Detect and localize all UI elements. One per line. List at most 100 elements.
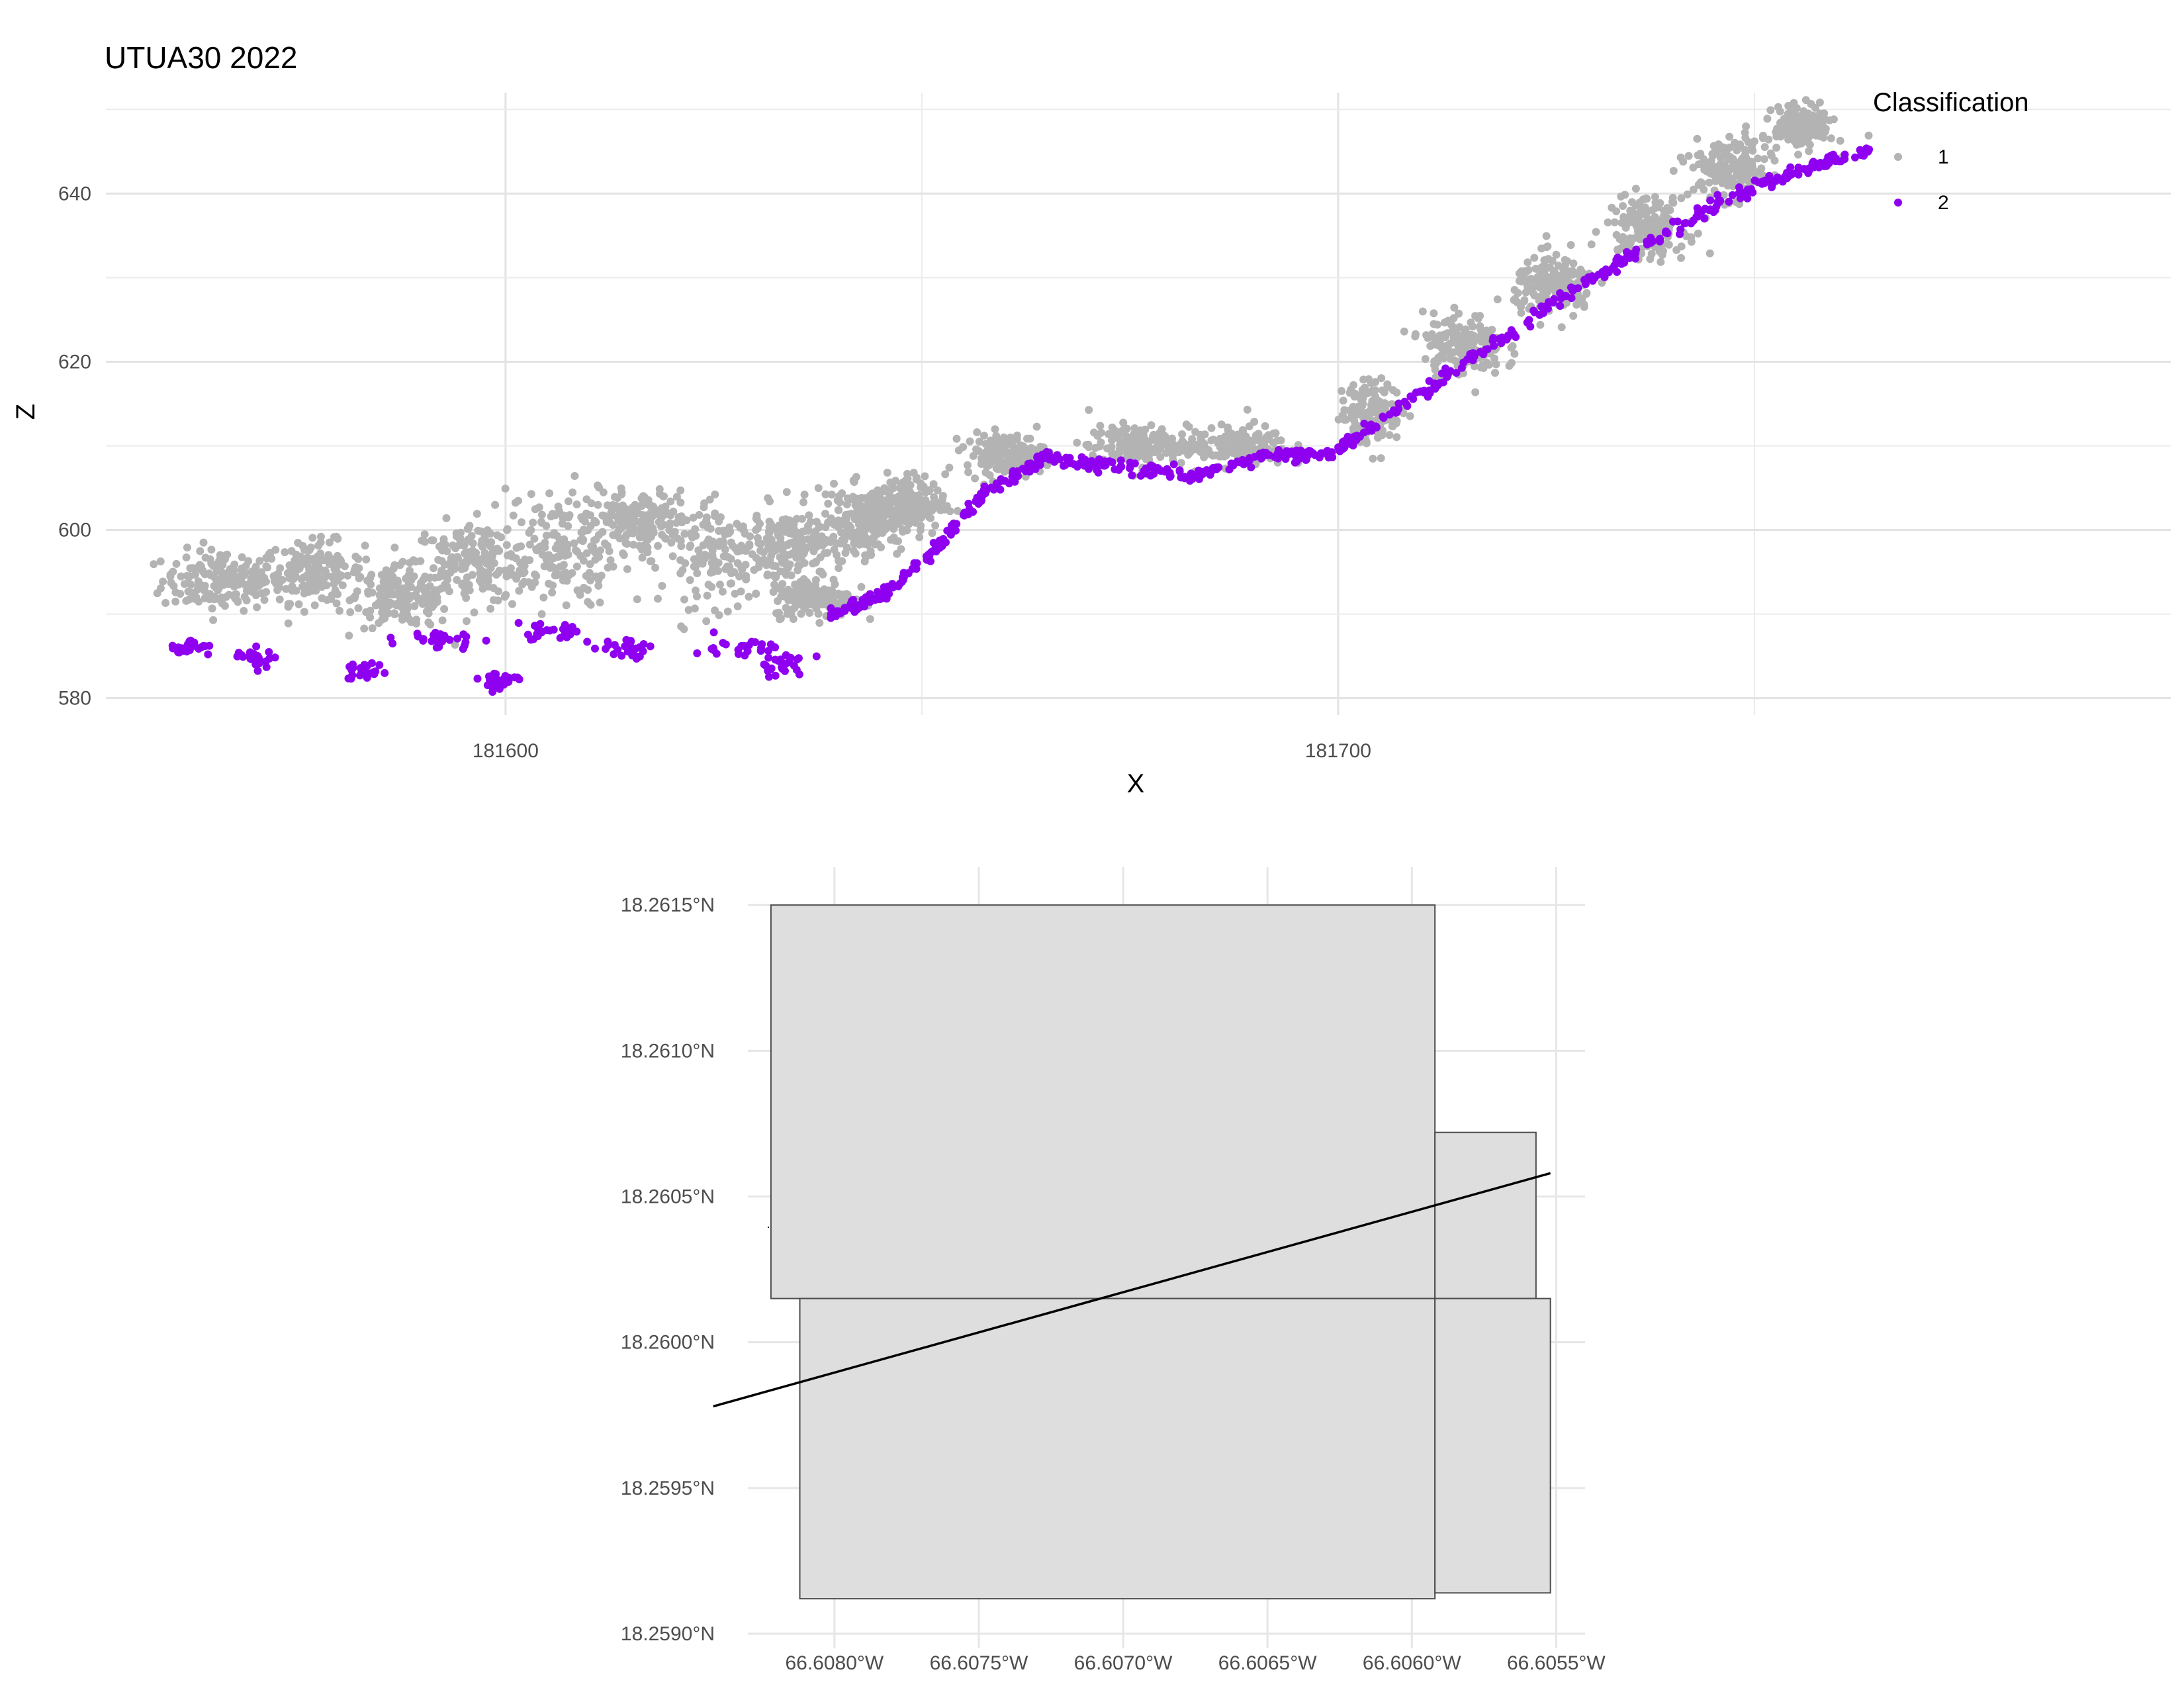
point-class-2 xyxy=(1822,157,1831,165)
point-class-1 xyxy=(607,512,615,520)
point-class-2 xyxy=(1379,412,1387,421)
point-class-1 xyxy=(1377,374,1386,383)
point-class-1 xyxy=(1467,318,1475,327)
point-class-1 xyxy=(1111,430,1119,438)
point-class-1 xyxy=(598,511,607,520)
point-class-1 xyxy=(1032,422,1041,431)
point-class-1 xyxy=(838,557,846,565)
point-class-1 xyxy=(493,531,502,539)
point-class-1 xyxy=(310,601,319,610)
point-class-2 xyxy=(1402,400,1411,409)
point-class-1 xyxy=(300,589,308,598)
point-class-2 xyxy=(1622,248,1631,256)
point-class-2 xyxy=(639,647,647,655)
point-class-1 xyxy=(501,566,510,575)
point-class-1 xyxy=(1612,207,1621,216)
point-class-1 xyxy=(1713,167,1722,176)
point-class-1 xyxy=(805,511,813,520)
point-class-1 xyxy=(836,498,844,506)
point-class-1 xyxy=(464,536,473,544)
point-class-1 xyxy=(1798,126,1807,134)
point-class-1 xyxy=(1243,405,1251,414)
point-class-1 xyxy=(153,589,161,598)
point-class-1 xyxy=(537,510,546,519)
point-class-1 xyxy=(474,526,482,535)
point-class-1 xyxy=(159,577,167,586)
point-class-1 xyxy=(1730,139,1739,148)
point-class-1 xyxy=(201,570,209,579)
point-class-1 xyxy=(1810,125,1819,133)
point-class-1 xyxy=(1642,211,1651,219)
point-class-1 xyxy=(1698,179,1706,187)
point-class-1 xyxy=(772,573,780,582)
point-class-1 xyxy=(842,523,851,532)
point-class-1 xyxy=(833,539,841,547)
point-class-1 xyxy=(308,534,317,542)
point-class-2 xyxy=(1535,310,1544,319)
lon-tick-label: 66.6070°W xyxy=(1074,1652,1173,1674)
point-class-1 xyxy=(666,497,675,506)
point-class-1 xyxy=(715,527,723,535)
point-class-1 xyxy=(1127,434,1136,443)
point-class-2 xyxy=(766,640,775,649)
point-class-1 xyxy=(827,595,836,604)
point-class-2 xyxy=(513,673,522,682)
point-class-1 xyxy=(1759,134,1767,142)
point-class-1 xyxy=(570,539,578,547)
point-class-1 xyxy=(617,484,625,492)
lat-tick-label: 18.2610°N xyxy=(621,1040,715,1062)
point-class-1 xyxy=(413,586,422,594)
point-class-1 xyxy=(703,591,711,600)
point-class-1 xyxy=(420,530,429,539)
point-class-1 xyxy=(646,502,655,510)
point-class-1 xyxy=(782,604,790,612)
point-class-1 xyxy=(689,514,698,522)
point-class-1 xyxy=(346,608,355,616)
point-class-1 xyxy=(842,500,851,508)
point-class-2 xyxy=(1574,284,1582,293)
point-class-1 xyxy=(167,579,175,587)
point-class-2 xyxy=(1085,461,1093,469)
point-class-1 xyxy=(1520,296,1529,305)
point-class-1 xyxy=(554,502,563,511)
point-class-2 xyxy=(646,642,655,651)
point-class-1 xyxy=(183,572,191,580)
point-class-1 xyxy=(658,530,666,539)
point-class-1 xyxy=(421,538,429,546)
point-class-1 xyxy=(1574,297,1583,305)
point-class-2 xyxy=(980,483,989,491)
point-class-1 xyxy=(275,595,284,604)
point-class-1 xyxy=(1371,386,1379,395)
point-class-1 xyxy=(1369,454,1377,463)
point-class-1 xyxy=(273,586,282,594)
point-class-1 xyxy=(1587,240,1596,249)
point-class-1 xyxy=(617,490,626,498)
point-class-1 xyxy=(428,536,436,545)
point-class-1 xyxy=(1567,241,1575,250)
point-class-1 xyxy=(1743,176,1752,185)
point-class-1 xyxy=(1527,275,1535,283)
point-class-1 xyxy=(440,545,449,553)
point-class-1 xyxy=(931,521,940,530)
point-class-1 xyxy=(846,532,855,540)
point-class-2 xyxy=(565,626,573,634)
point-class-1 xyxy=(931,496,939,505)
point-class-2 xyxy=(709,628,718,637)
point-class-1 xyxy=(404,614,413,623)
point-class-2 xyxy=(375,661,384,669)
point-class-1 xyxy=(191,594,199,603)
point-class-2 xyxy=(1643,240,1651,249)
y-tick-label: 640 xyxy=(58,183,91,205)
chart-title: UTUA30 2022 xyxy=(105,40,298,75)
point-class-1 xyxy=(809,559,817,568)
point-class-1 xyxy=(1648,206,1657,214)
point-class-1 xyxy=(677,542,686,550)
point-class-1 xyxy=(569,488,577,496)
point-class-1 xyxy=(1790,132,1798,140)
point-class-2 xyxy=(812,652,821,661)
point-class-1 xyxy=(700,503,708,512)
point-class-1 xyxy=(1377,454,1385,463)
point-class-1 xyxy=(1772,144,1781,152)
point-class-1 xyxy=(1531,264,1540,273)
point-class-1 xyxy=(594,581,603,590)
